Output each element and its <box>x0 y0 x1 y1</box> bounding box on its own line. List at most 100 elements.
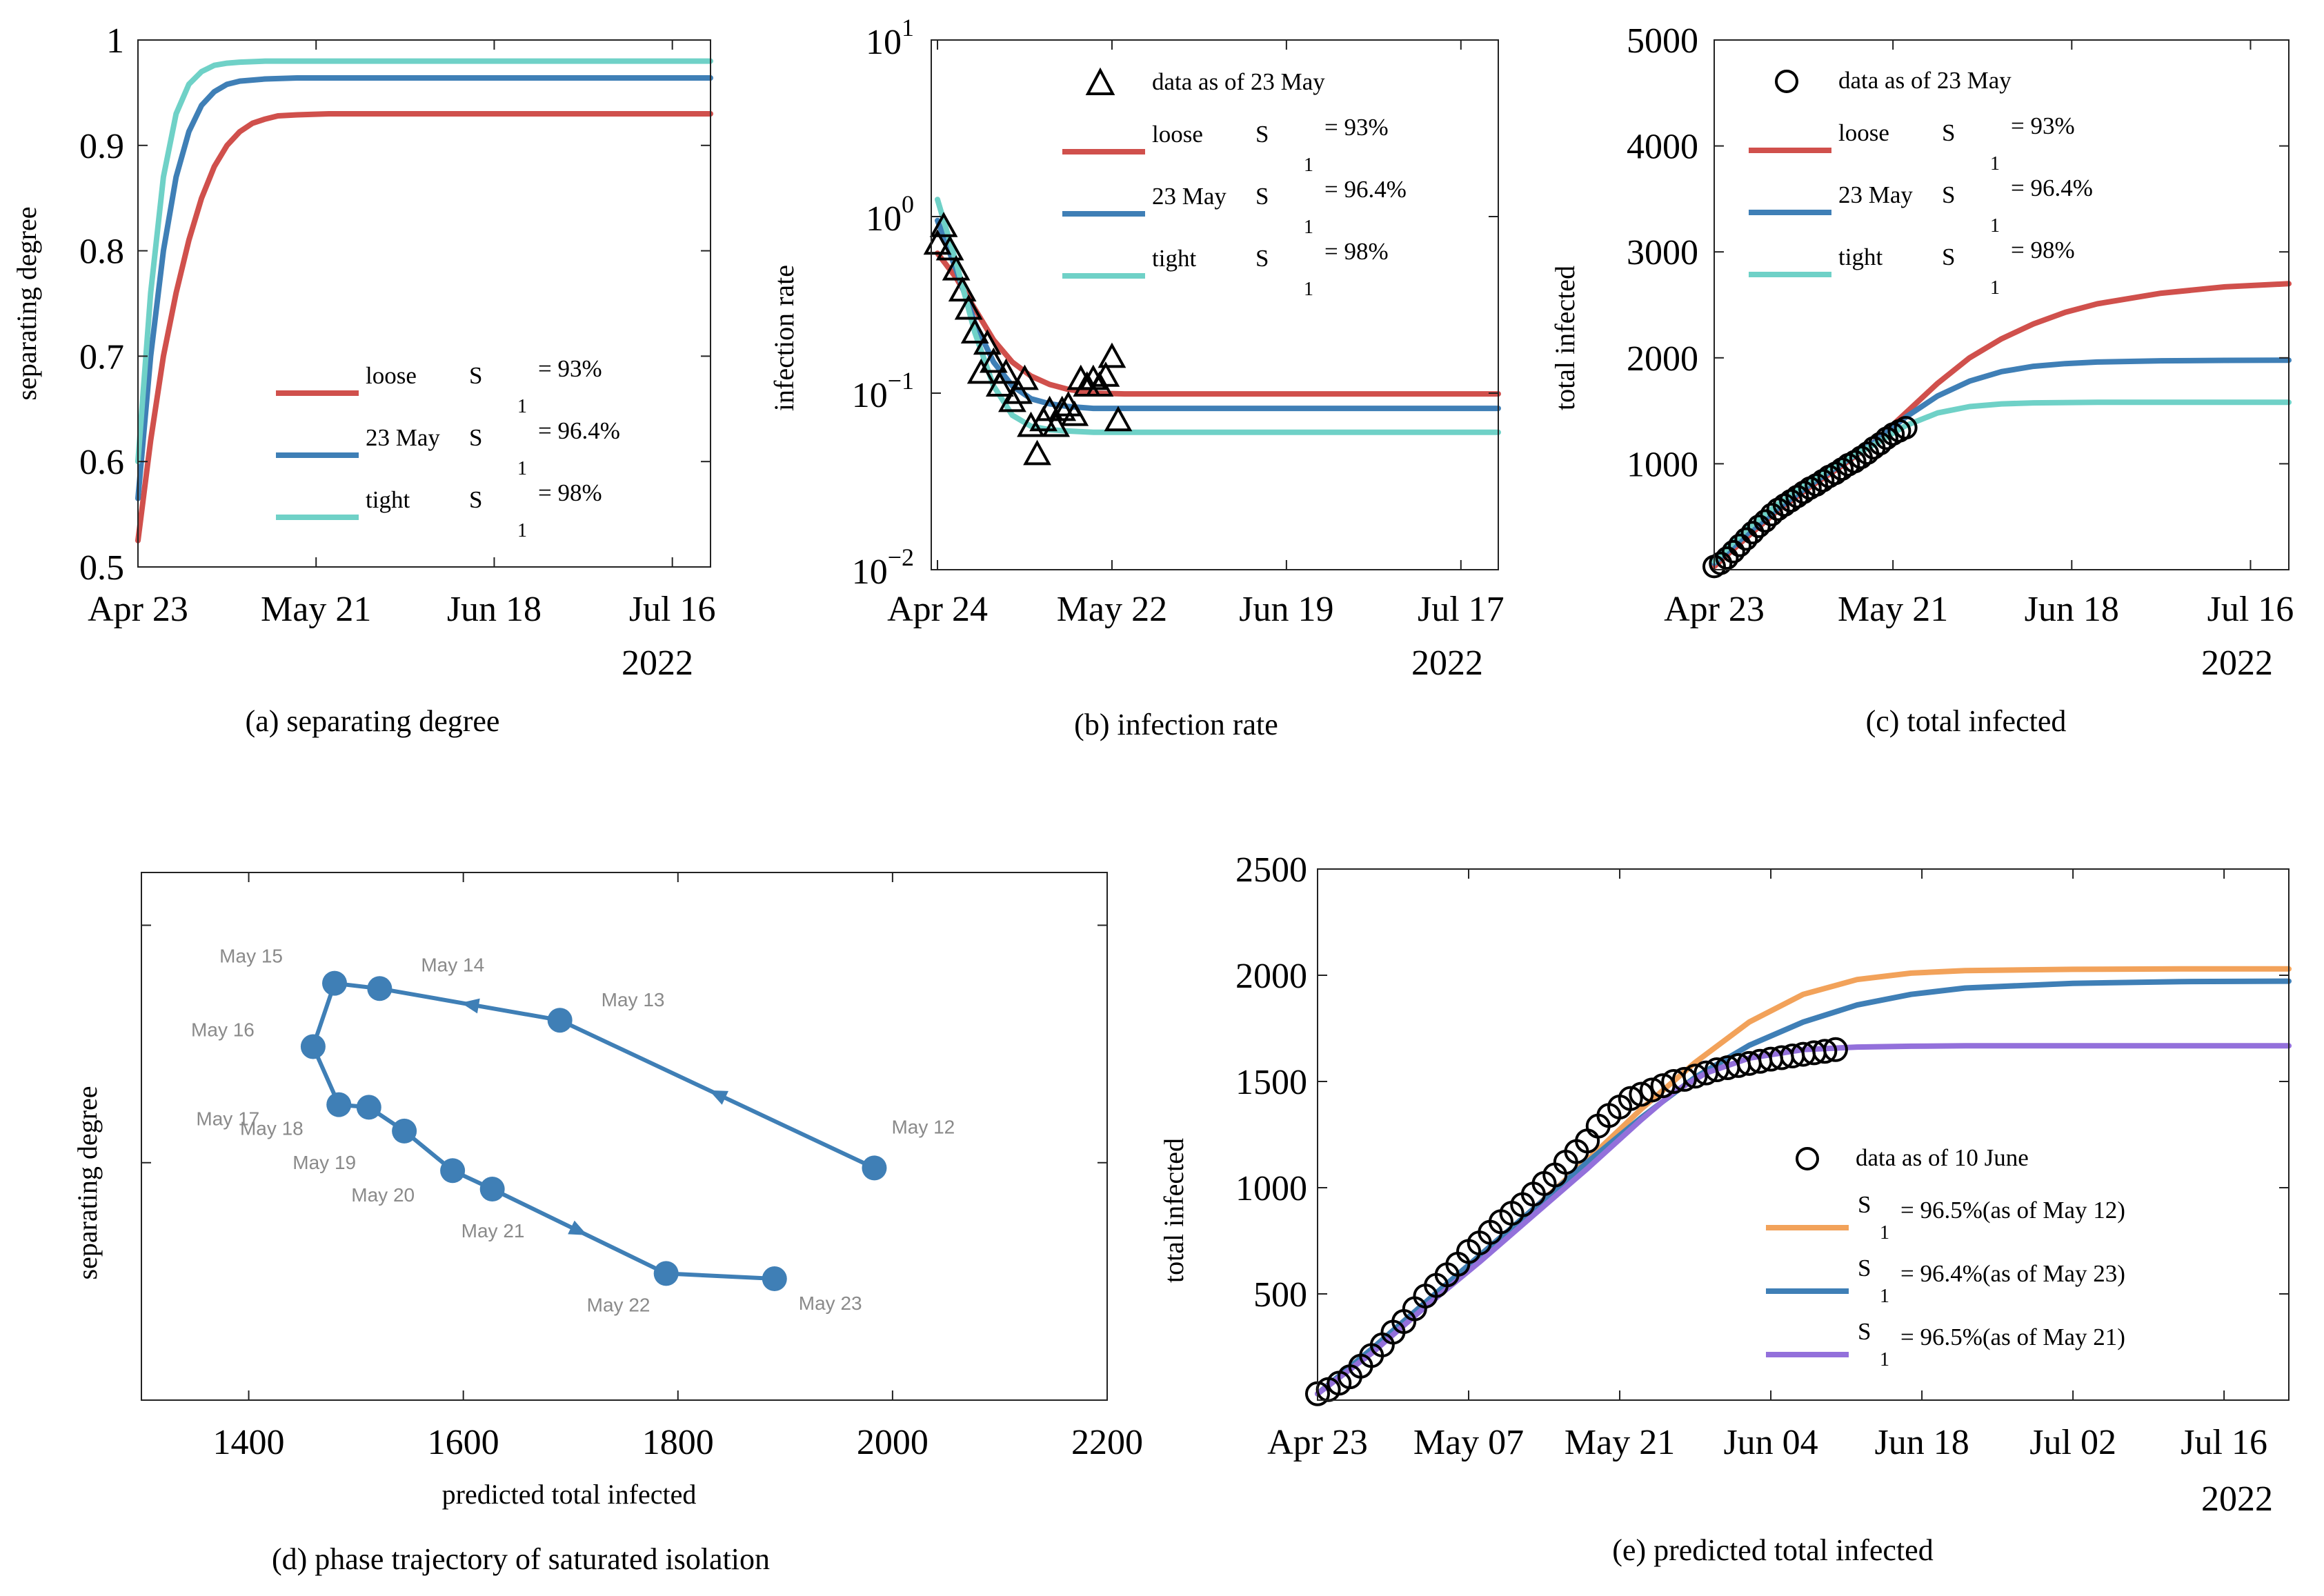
data-marker-triangle <box>948 276 977 302</box>
phase-point <box>367 976 393 1001</box>
series-line-may23 <box>135 75 713 501</box>
y-axis-label: separating degree <box>72 1086 103 1280</box>
plot-frame <box>1714 39 2290 570</box>
y-tick-label: 2000 <box>1627 339 1698 379</box>
phase-point <box>300 1034 326 1059</box>
legend-name: 23 May <box>1152 183 1226 210</box>
tick-base: 10 <box>852 552 888 592</box>
tick-exponent: 1 <box>902 14 914 41</box>
legend-subscript: 1 <box>1880 1222 1889 1244</box>
legend-symbol: S <box>469 486 482 513</box>
legend-value: = 96.4% <box>538 417 620 444</box>
caption-tag: (e) <box>1612 1533 1653 1567</box>
legend-data-label: data as of 23 May <box>1152 68 1325 95</box>
legend-symbol: S <box>1858 1191 1871 1218</box>
phase-point-label: May 17 <box>196 1108 259 1130</box>
series-line-tight <box>135 58 713 465</box>
legend-symbol: S <box>1255 183 1269 210</box>
data-marker-circle <box>1805 473 1829 497</box>
data-marker-circle <box>1785 485 1809 509</box>
legend-value: = 96.4% <box>2011 174 2093 201</box>
data-marker-circle <box>1721 539 1745 563</box>
x-tick-label: Jun 04 <box>1723 1423 1818 1462</box>
legend-name: tight <box>366 486 410 513</box>
legend-name: loose <box>1152 121 1203 148</box>
y-tick-label: 1000 <box>1627 445 1698 484</box>
legend-symbol: S <box>1255 121 1269 148</box>
x-tick-label: Jun 18 <box>2025 590 2119 629</box>
x-tick-label: Apr 23 <box>1664 590 1765 629</box>
legend-data-label: data as of 10 June <box>1856 1144 2029 1171</box>
caption-text: total infected <box>1907 704 2066 738</box>
panel-d-phase-trajectory: 1400 1600 1800 2000 2200 predicted total infe… <box>72 872 1143 1576</box>
panel-caption: (a) separating degree <box>246 704 500 738</box>
phase-point-label: May 21 <box>461 1220 525 1241</box>
x-tick-label: Jun 18 <box>1874 1423 1969 1462</box>
legend-data-marker <box>1775 70 1798 93</box>
phase-point <box>322 970 347 996</box>
data-marker-triangle <box>1017 411 1045 437</box>
series-line-e_purple <box>1315 1043 2292 1397</box>
y-tick-label: 0.8 <box>79 232 124 272</box>
y-axis-label: separating degree <box>11 207 42 401</box>
data-marker-triangle <box>985 371 1014 397</box>
legend-name: loose <box>366 362 417 389</box>
x-tick-label: Apr 24 <box>887 590 988 629</box>
plot-frame <box>931 39 1499 570</box>
tick-base: 10 <box>866 23 902 62</box>
panel-c-total-infected: Apr 23 May 21 Jun 18 Jul 16 1000 2000 3000 4000… <box>1549 21 2294 738</box>
legend-subscript: 1 <box>1304 154 1313 176</box>
direction-arrow <box>708 1090 728 1105</box>
x-tick-label: May 21 <box>1565 1423 1675 1462</box>
x-tick-label: 1800 <box>642 1423 714 1462</box>
x-tick-label: Jul 02 <box>2029 1423 2116 1462</box>
data-marker-triangle <box>991 358 1020 384</box>
series-line-may23 <box>1711 357 2292 566</box>
data-marker-circle <box>1709 551 1733 575</box>
y-tick-label: 2000 <box>1235 957 1307 996</box>
legend-value: = 93% <box>1324 114 1389 141</box>
y-tick-label: 101 <box>866 14 914 62</box>
legend-value: = 96.4% <box>1324 176 1407 203</box>
year-label: 2022 <box>1411 644 1483 683</box>
phase-point-label: May 18 <box>240 1117 304 1139</box>
y-tick-label: 0.7 <box>79 337 124 377</box>
data-marker-circle <box>1740 521 1765 545</box>
data-marker-triangle <box>998 386 1026 412</box>
legend-value: = 96.4%(as of May 23) <box>1900 1260 2125 1287</box>
x-tick-label: Jul 17 <box>1418 590 1504 629</box>
data-marker-circle <box>1734 527 1758 551</box>
legend-name: 23 May <box>1838 181 1913 208</box>
data-marker-triangle <box>960 318 989 343</box>
data-marker-circle <box>1874 426 1898 450</box>
caption-text: predicted total infected <box>1653 1533 1934 1567</box>
data-marker-triangle <box>1104 406 1133 432</box>
data-marker-circle <box>1823 461 1847 486</box>
phase-point-label: May 23 <box>799 1293 862 1314</box>
panel-a-separating-degree: Apr 23 May 21 Jun 18 Jul 16 0.5 0.6 0.7 0.8 0.9 1… <box>11 21 716 738</box>
caption-text: phase trajectory of saturated isolation <box>315 1542 770 1576</box>
data-marker-triangle <box>954 294 983 320</box>
data-marker-circle <box>1629 1081 1654 1107</box>
x-tick-label: Jul 16 <box>2181 1423 2267 1462</box>
y-tick-label: 3000 <box>1627 233 1698 272</box>
phase-point-label: May 22 <box>587 1294 650 1315</box>
x-tick-label: May 21 <box>261 590 371 629</box>
legend-value: = 98% <box>538 479 602 506</box>
data-marker-triangle <box>929 212 958 237</box>
data-marker-circle <box>1894 416 1918 440</box>
caption-tag: (d) <box>272 1542 315 1576</box>
data-marker-triangle <box>1048 395 1077 421</box>
data-marker-triangle <box>979 347 1008 373</box>
x-tick-label: May 21 <box>1838 590 1948 629</box>
legend-name: loose <box>1838 119 1889 146</box>
series-line-e_orange <box>1315 966 2292 1397</box>
data-marker-circle <box>1830 457 1854 481</box>
direction-arrow <box>568 1220 588 1235</box>
phase-point-label: May 20 <box>351 1184 415 1206</box>
legend-name: 23 May <box>366 424 440 451</box>
data-marker-circle <box>1618 1086 1643 1111</box>
data-marker-triangle <box>942 255 971 281</box>
phase-point <box>440 1158 466 1184</box>
